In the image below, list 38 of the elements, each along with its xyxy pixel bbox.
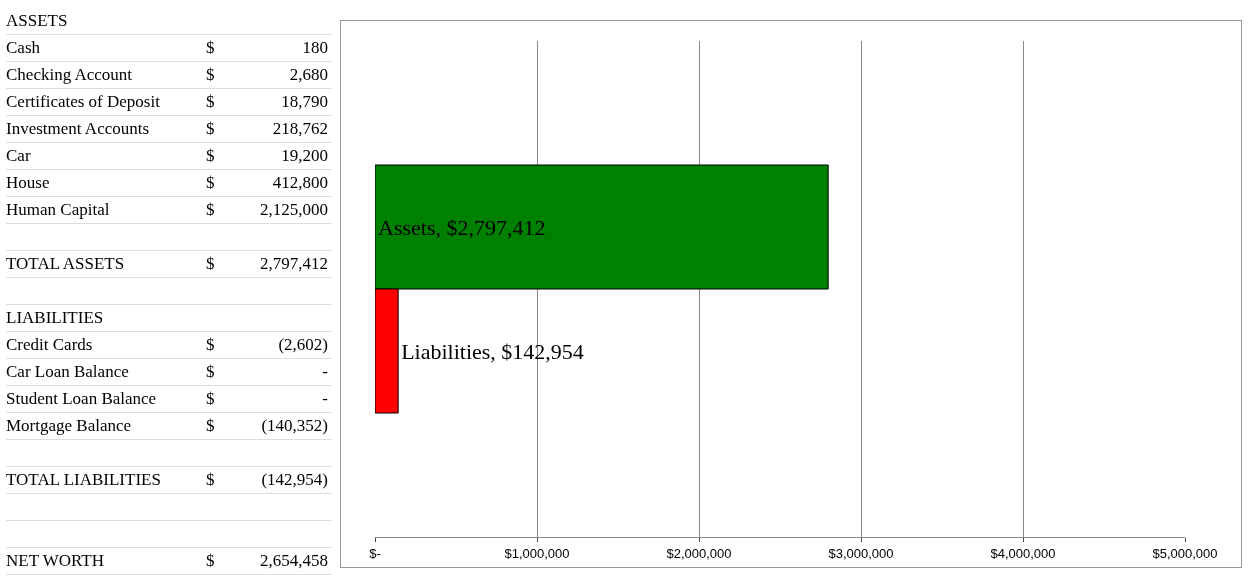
category-label: Credit Cards: [6, 334, 94, 356]
x-tick-label: $4,000,000: [990, 545, 1056, 561]
x-tick-label: $-: [369, 545, 381, 561]
data-label: Liabilities, $142,954: [401, 338, 584, 364]
category-label: Cash: [6, 37, 41, 59]
category-label: Student Loan Balance: [6, 388, 158, 410]
text: $ 2,797,412: [206, 254, 328, 273]
text: $ -: [206, 362, 328, 381]
text: $ 180: [206, 38, 328, 57]
x-tick-label: $2,000,000: [666, 545, 732, 561]
category-label: Car Loan Balance: [6, 361, 130, 383]
category-label: LIABILITIES: [6, 307, 105, 329]
category-label: Car: [6, 145, 32, 167]
text: $ 18,790: [206, 92, 328, 111]
category-label: Investment Accounts: [6, 118, 151, 140]
text: $ (140,352): [206, 416, 328, 435]
text: $ (2,602): [206, 335, 328, 354]
x-tick-label: $5,000,000: [1152, 545, 1218, 561]
text: $ 218,762: [206, 119, 328, 138]
text: $ 2,680: [206, 65, 328, 84]
text: $ -: [206, 389, 328, 408]
category-label: Mortgage Balance: [6, 415, 133, 437]
text: $ 2,654,458: [206, 551, 328, 570]
category-label: Certificates of Deposit: [6, 91, 161, 113]
x-tick-label: $3,000,000: [828, 545, 894, 561]
text: $ 412,800: [206, 173, 328, 192]
category-label: Human Capital: [6, 199, 111, 221]
category-label: House: [6, 172, 51, 194]
text: $ 19,200: [206, 146, 328, 165]
data-label: Assets, $2,797,412: [378, 214, 546, 240]
text: $ (142,954): [206, 470, 328, 489]
category-label: Checking Account: [6, 64, 134, 86]
x-tick-label: $1,000,000: [504, 545, 570, 561]
category-label: TOTAL LIABILITIES: [6, 469, 162, 491]
text: $ 2,125,000: [206, 200, 328, 219]
category-label: NET WORTH: [6, 550, 105, 572]
category-label: ASSETS: [6, 10, 69, 32]
category-label: TOTAL ASSETS: [6, 253, 126, 275]
